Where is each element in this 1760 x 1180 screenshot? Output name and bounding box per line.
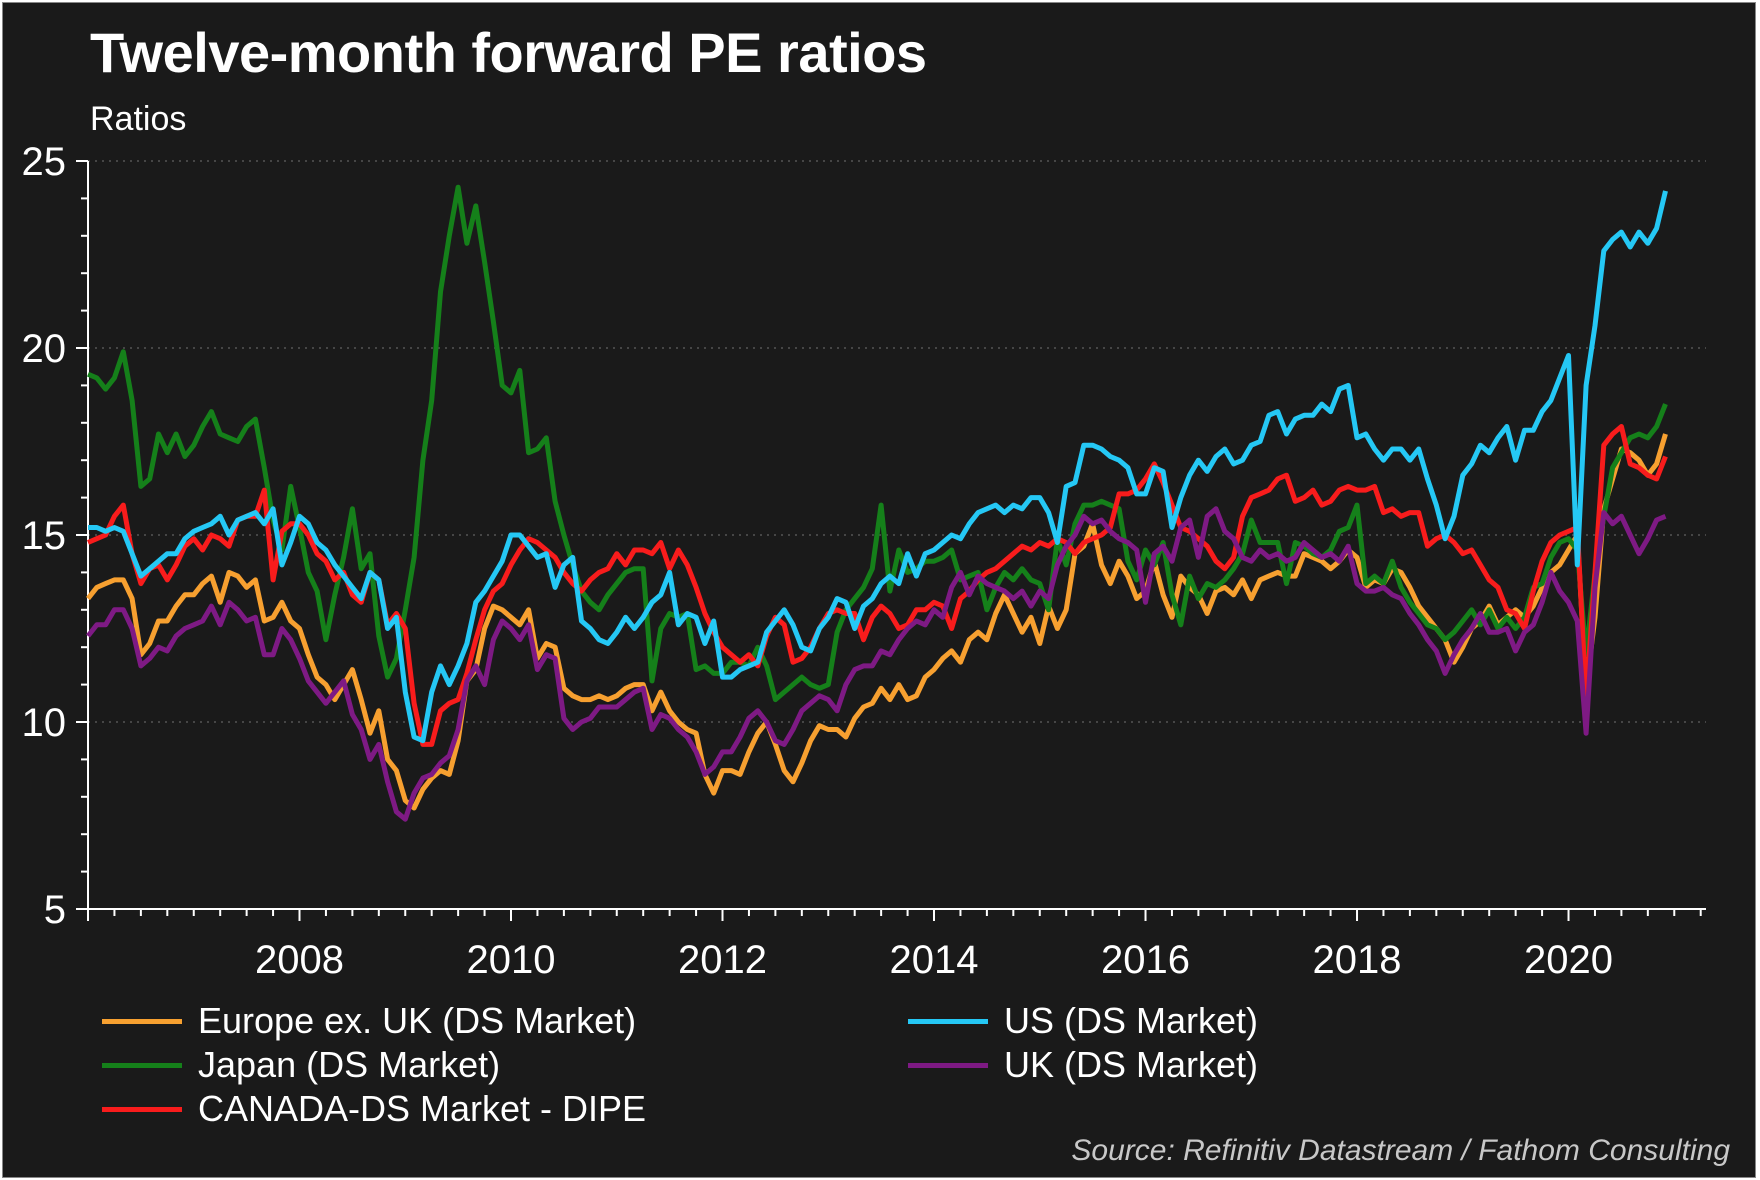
- x-tick-label: 2020: [1524, 938, 1613, 982]
- legend-item-uk: UK (DS Market): [908, 1044, 1258, 1086]
- legend-label: US (DS Market): [1004, 1000, 1259, 1041]
- y-tick-label: 5: [44, 888, 66, 932]
- legend-swatch: [102, 1062, 182, 1068]
- legend-label: Europe ex. UK (DS Market): [198, 1000, 637, 1041]
- legend-item-europe: Europe ex. UK (DS Market): [102, 1000, 636, 1042]
- series-line-japan-ds-market: [87, 184, 1668, 703]
- series-line-us-ds-market: [88, 190, 1668, 744]
- chart-subtitle: Ratios: [90, 100, 187, 138]
- legend-swatch: [908, 1018, 988, 1024]
- legend-swatch: [102, 1018, 182, 1024]
- x-tick-label: 2016: [1101, 938, 1190, 982]
- legend-item-japan: Japan (DS Market): [102, 1044, 500, 1086]
- x-tick-label: 2014: [890, 938, 979, 982]
- legend-item-us: US (DS Market): [908, 1000, 1258, 1042]
- y-tick-label: 15: [22, 514, 67, 558]
- legend-swatch: [908, 1062, 988, 1068]
- series-line-canada-ds-market-dipe: [87, 424, 1668, 747]
- x-tick-label: 2018: [1313, 938, 1402, 982]
- axes: [76, 160, 1706, 921]
- legend-item-canada: CANADA-DS Market - DIPE: [102, 1088, 646, 1130]
- y-tick-label: 25: [22, 140, 67, 184]
- legend-label: Japan (DS Market): [198, 1044, 501, 1085]
- y-tick-label: 20: [22, 327, 67, 371]
- x-tick-label: 2010: [467, 938, 556, 982]
- x-tick-label: 2012: [678, 938, 767, 982]
- series-line-uk-ds-market: [86, 506, 1667, 822]
- y-tick-label: 10: [22, 701, 67, 745]
- series-lines: [86, 184, 1668, 822]
- series-line-europe-ex-uk-ds-market: [86, 433, 1668, 811]
- legend-swatch: [102, 1106, 182, 1112]
- legend-label: CANADA-DS Market - DIPE: [198, 1088, 647, 1129]
- chart-title: Twelve-month forward PE ratios: [90, 21, 927, 84]
- x-tick-label: 2008: [255, 938, 344, 982]
- source-note: Source: Refinitiv Datastream / Fathom Co…: [1071, 1134, 1730, 1167]
- tick-labels: 5 10 15 20 25 2008 2010 2012 2014 2016 2018 2020: [22, 140, 1614, 982]
- legend-label: UK (DS Market): [1004, 1044, 1259, 1085]
